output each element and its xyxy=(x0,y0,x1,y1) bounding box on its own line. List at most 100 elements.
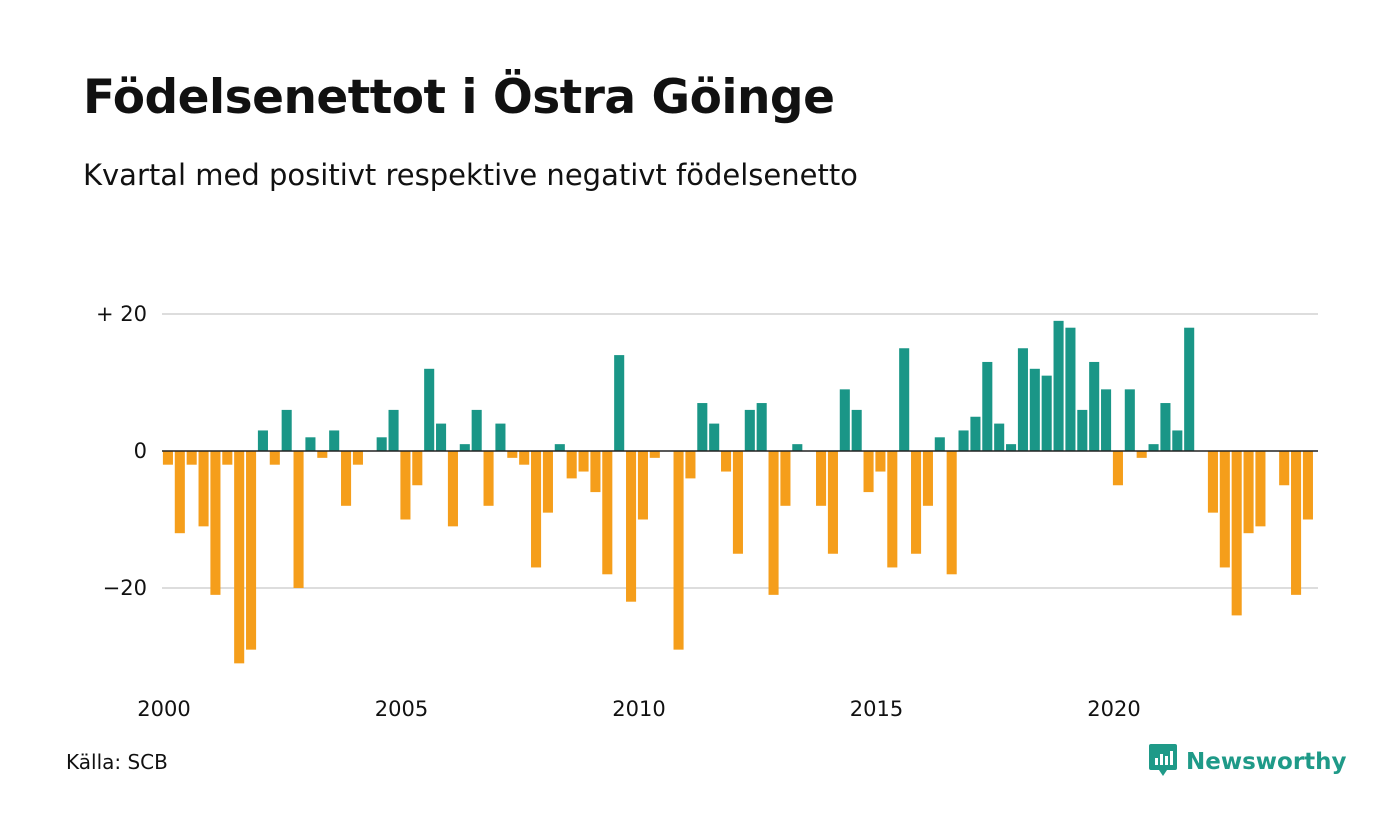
bar xyxy=(1219,451,1230,568)
bar xyxy=(1255,451,1266,527)
bar xyxy=(899,348,910,451)
bar xyxy=(519,451,530,465)
bar xyxy=(602,451,613,575)
bar xyxy=(352,451,363,465)
x-tick-label: 2000 xyxy=(137,697,190,721)
bar xyxy=(922,451,933,506)
brand-logo[interactable]: Newsworthy xyxy=(1148,742,1347,782)
bar xyxy=(257,430,268,451)
bar xyxy=(162,451,173,465)
chart-title: Födelsenettot i Östra Göinge xyxy=(83,70,835,125)
bar xyxy=(875,451,886,472)
bar xyxy=(198,451,209,527)
grid-layer xyxy=(162,313,1318,589)
bar xyxy=(649,451,660,458)
brand-name: Newsworthy xyxy=(1186,749,1347,775)
bar xyxy=(637,451,648,520)
bar xyxy=(1231,451,1242,616)
bar xyxy=(376,437,387,451)
bar xyxy=(721,451,732,472)
bar xyxy=(590,451,601,493)
bar xyxy=(851,409,862,451)
bar xyxy=(400,451,411,520)
bar xyxy=(1006,444,1017,451)
bar xyxy=(1184,327,1195,451)
bar xyxy=(554,444,565,451)
bar xyxy=(281,409,292,451)
y-tick-label: 0 xyxy=(134,439,147,463)
bar xyxy=(1053,320,1064,451)
bar xyxy=(1017,348,1028,451)
bar xyxy=(744,409,755,451)
bar xyxy=(970,416,981,451)
bar xyxy=(1077,409,1088,451)
y-tick-label: −20 xyxy=(103,576,147,600)
bar xyxy=(329,430,340,451)
x-tick-label: 2015 xyxy=(850,697,903,721)
bar xyxy=(946,451,957,575)
bar xyxy=(174,451,185,534)
bar xyxy=(186,451,197,465)
bar xyxy=(507,451,518,458)
bar xyxy=(1041,375,1052,451)
bar xyxy=(424,368,435,451)
bar xyxy=(1029,368,1040,451)
bar xyxy=(709,423,720,451)
bar xyxy=(1089,361,1100,451)
bar xyxy=(756,403,767,451)
bar xyxy=(958,430,969,451)
bar xyxy=(626,451,637,602)
bar xyxy=(388,409,399,451)
bar xyxy=(1136,451,1147,458)
bar xyxy=(341,451,352,506)
bar xyxy=(222,451,233,465)
bar xyxy=(566,451,577,479)
bar xyxy=(246,451,257,650)
bar-layer xyxy=(162,320,1313,664)
bar xyxy=(911,451,922,554)
bar xyxy=(269,451,280,465)
bar xyxy=(673,451,684,650)
x-tick-label: 2005 xyxy=(375,697,428,721)
bar xyxy=(934,437,945,451)
bar xyxy=(768,451,779,595)
bar xyxy=(412,451,423,486)
bar xyxy=(732,451,743,554)
bar xyxy=(887,451,898,568)
bar xyxy=(447,451,458,527)
bar xyxy=(1148,444,1159,451)
bar xyxy=(483,451,494,506)
bar xyxy=(1302,451,1313,520)
bar xyxy=(578,451,589,472)
bar xyxy=(1291,451,1302,595)
bar xyxy=(459,444,470,451)
bar xyxy=(305,437,316,451)
bar xyxy=(495,423,506,451)
bar xyxy=(471,409,482,451)
bar xyxy=(436,423,447,451)
bar xyxy=(697,403,708,451)
bar xyxy=(1101,389,1112,451)
bar xyxy=(863,451,874,493)
bar xyxy=(1172,430,1183,451)
bar xyxy=(1112,451,1123,486)
newsworthy-logo-icon xyxy=(1148,742,1178,782)
bar xyxy=(1124,389,1135,451)
bar xyxy=(1207,451,1218,513)
chart-subtitle: Kvartal med positivt respektive negativt… xyxy=(83,158,858,192)
bar xyxy=(780,451,791,506)
axis-layer: + 20 0 −20 2000 2005 2010 2015 2020 xyxy=(96,302,1318,721)
bar xyxy=(1160,403,1171,451)
x-tick-label: 2010 xyxy=(612,697,665,721)
bar xyxy=(792,444,803,451)
bar xyxy=(234,451,245,664)
bar xyxy=(816,451,827,506)
bar xyxy=(827,451,838,554)
bar xyxy=(210,451,221,595)
bar xyxy=(982,361,993,451)
bar xyxy=(614,355,625,451)
bar xyxy=(685,451,696,479)
bar xyxy=(1243,451,1254,534)
bar xyxy=(293,451,304,588)
